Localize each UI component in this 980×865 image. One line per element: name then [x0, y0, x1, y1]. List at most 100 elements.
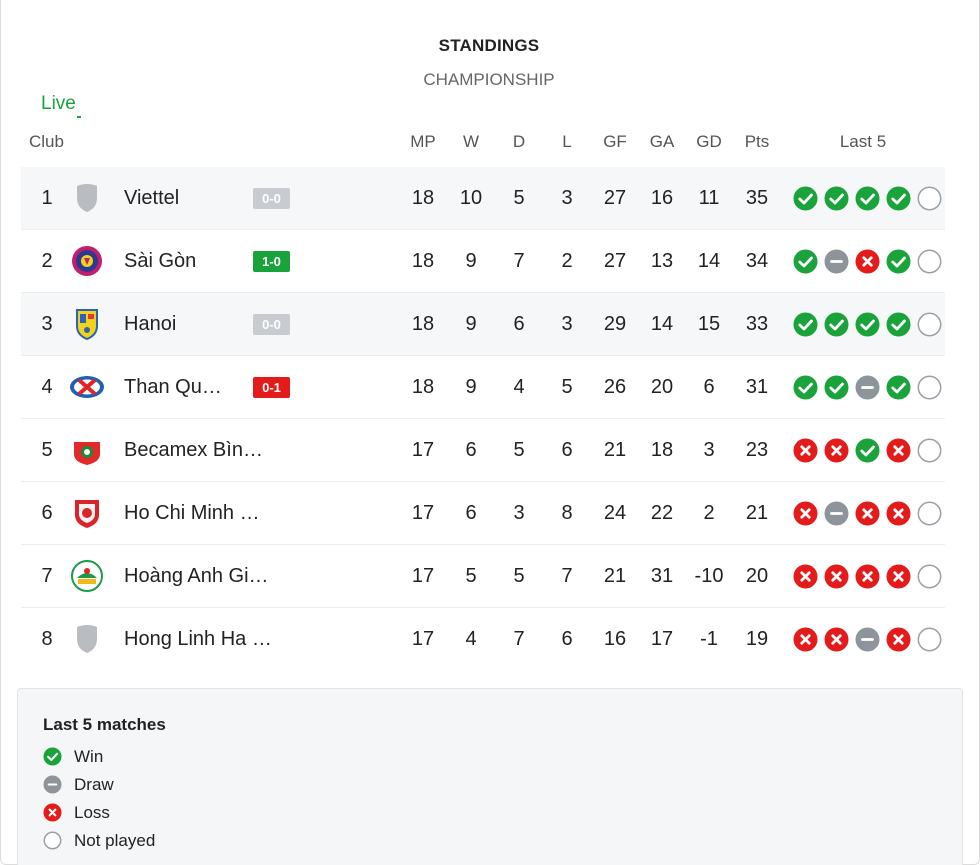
- row-gd: 14: [697, 250, 721, 272]
- row-gf: 27: [603, 250, 627, 272]
- draw-icon[interactable]: [855, 375, 880, 400]
- row-club-name[interactable]: Sài Gòn: [124, 250, 197, 272]
- draw-icon[interactable]: [824, 501, 849, 526]
- loss-icon[interactable]: [855, 564, 880, 589]
- win-icon[interactable]: [793, 249, 818, 274]
- table-row[interactable]: 3 Hanoi 0-0 18 9 6 3 29 14 15 33: [21, 293, 945, 356]
- loss-icon[interactable]: [855, 501, 880, 526]
- loss-icon[interactable]: [886, 501, 911, 526]
- table-row[interactable]: 6 Ho Chi Minh … 17 6 3 8 24 22 2 21: [21, 482, 945, 545]
- win-icon[interactable]: [886, 249, 911, 274]
- win-icon[interactable]: [855, 186, 880, 211]
- row-gd: 11: [698, 187, 720, 209]
- loss-icon[interactable]: [824, 627, 849, 652]
- win-icon[interactable]: [886, 186, 911, 211]
- loss-icon[interactable]: [824, 564, 849, 589]
- not-played-icon[interactable]: [917, 375, 942, 400]
- win-icon[interactable]: [855, 312, 880, 337]
- win-icon[interactable]: [793, 186, 818, 211]
- row-club-name[interactable]: Viettel: [124, 187, 180, 209]
- shield-gray-icon: [69, 182, 105, 214]
- not-played-icon[interactable]: [917, 627, 942, 652]
- row-mp: 18: [411, 313, 435, 335]
- loss-icon[interactable]: [855, 249, 880, 274]
- row-rank: 7: [41, 565, 53, 587]
- not-played-icon[interactable]: [917, 501, 942, 526]
- row-pts: 19: [745, 628, 769, 650]
- column-header-ga: GA: [649, 132, 675, 151]
- loss-icon[interactable]: [793, 564, 818, 589]
- row-gd: -10: [694, 565, 724, 587]
- row-rank: 3: [41, 313, 53, 335]
- column-header-club: Club: [29, 132, 64, 151]
- not-played-icon[interactable]: [917, 249, 942, 274]
- row-ga: 13: [650, 250, 674, 272]
- loss-icon[interactable]: [824, 438, 849, 463]
- not-played-icon: [43, 831, 62, 850]
- row-d: 6: [513, 313, 525, 335]
- row-club-name[interactable]: Hanoi: [124, 313, 177, 335]
- row-w: 9: [465, 250, 477, 272]
- hanoi-crest-icon: [69, 308, 105, 341]
- row-gd: 3: [703, 439, 715, 461]
- table-row[interactable]: 2 Sài Gòn 1-0 18 9 7 2 27 13 14 34: [21, 230, 945, 293]
- not-played-icon[interactable]: [917, 438, 942, 463]
- row-rank: 1: [41, 187, 53, 209]
- row-club-name[interactable]: Than Qu…: [124, 376, 222, 398]
- table-row[interactable]: 4 Than Qu… 0-1 18 9 4 5 26 20 6 31: [21, 356, 945, 419]
- row-club-name[interactable]: Hong Linh Ha …: [124, 628, 272, 650]
- not-played-icon[interactable]: [917, 186, 942, 211]
- column-header-gd: GD: [696, 132, 722, 151]
- column-header-last5: Last 5: [839, 132, 887, 151]
- hagl-crest-icon: [69, 560, 105, 592]
- win-icon[interactable]: [793, 375, 818, 400]
- row-gd: 2: [703, 502, 715, 524]
- win-icon[interactable]: [886, 375, 911, 400]
- shield-gray-icon: [69, 623, 105, 655]
- win-icon[interactable]: [824, 186, 849, 211]
- column-header-mp: MP: [410, 132, 436, 151]
- win-icon[interactable]: [824, 375, 849, 400]
- win-icon[interactable]: [793, 312, 818, 337]
- row-gd: 6: [703, 376, 715, 398]
- row-d: 7: [513, 628, 525, 650]
- row-ga: 14: [650, 313, 674, 335]
- table-row[interactable]: 5 Becamex Bìn… 17 6 5 6 21 18 3 23: [21, 419, 945, 482]
- legend-item-label: Not played: [74, 831, 156, 850]
- live-score-badge[interactable]: 0-1: [253, 377, 290, 398]
- table-row[interactable]: 8 Hong Linh Ha … 17 4 7 6 16 17 -1 19: [21, 608, 945, 671]
- live-toggle[interactable]: Live: [41, 93, 76, 114]
- row-gf: 21: [603, 439, 627, 461]
- row-club-name[interactable]: Becamex Bìn…: [124, 439, 263, 461]
- row-pts: 35: [745, 187, 769, 209]
- not-played-icon[interactable]: [917, 564, 942, 589]
- win-icon[interactable]: [824, 312, 849, 337]
- live-score-badge[interactable]: 1-0: [253, 251, 290, 272]
- loss-icon[interactable]: [886, 564, 911, 589]
- loss-icon[interactable]: [886, 627, 911, 652]
- loss-icon[interactable]: [886, 438, 911, 463]
- draw-icon[interactable]: [824, 249, 849, 274]
- column-header-w: W: [462, 132, 480, 151]
- draw-icon[interactable]: [855, 627, 880, 652]
- row-club-name[interactable]: Hoàng Anh Gi…: [124, 565, 269, 587]
- win-icon[interactable]: [855, 438, 880, 463]
- loss-icon[interactable]: [793, 627, 818, 652]
- loss-icon[interactable]: [793, 501, 818, 526]
- win-icon: [43, 747, 62, 766]
- not-played-icon[interactable]: [917, 312, 942, 337]
- live-score-badge[interactable]: 0-0: [253, 188, 290, 209]
- row-club-name[interactable]: Ho Chi Minh …: [124, 502, 260, 524]
- column-header-l: L: [562, 132, 572, 151]
- column-header-pts: Pts: [744, 132, 770, 151]
- row-l: 3: [561, 313, 573, 335]
- last-five-results: [793, 564, 949, 590]
- loss-icon[interactable]: [793, 438, 818, 463]
- win-icon[interactable]: [886, 312, 911, 337]
- table-row[interactable]: 1 Viettel 0-0 18 10 5 3 27 16 11 35: [21, 167, 945, 230]
- legend-item-label: Draw: [74, 775, 114, 794]
- last-five-results: [793, 501, 949, 527]
- live-score-badge[interactable]: 0-0: [253, 314, 290, 335]
- table-row[interactable]: 7 Hoàng Anh Gi… 17 5 5 7 21 31 -10 20: [21, 545, 945, 608]
